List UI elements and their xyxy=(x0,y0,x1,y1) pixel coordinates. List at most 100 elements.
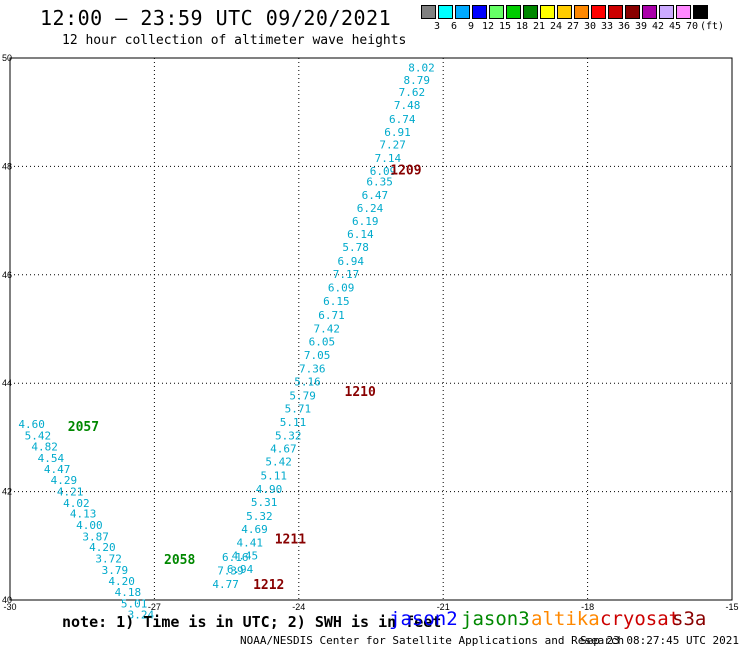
wave-height-value: 7.17 xyxy=(333,268,360,281)
wave-height-value: 5.32 xyxy=(246,510,273,523)
wave-height-value: 6.09 xyxy=(370,165,397,178)
wave-height-value: 4.20 xyxy=(89,541,116,554)
plot-frame xyxy=(9,57,733,601)
wave-height-value: 4.69 xyxy=(241,523,268,536)
wave-height-value: 7.42 xyxy=(313,322,340,335)
credit-line: NOAA/NESDIS Center for Satellite Applica… xyxy=(240,634,625,647)
wave-height-value: 6.35 xyxy=(366,175,393,188)
satellite-altika: altika xyxy=(531,608,600,630)
y-tick-label: 44 xyxy=(2,378,12,388)
legend-label: 12 xyxy=(481,21,495,32)
wave-height-value: 5.78 xyxy=(342,241,369,254)
wave-height-value: 7.39 xyxy=(217,565,244,578)
footer-note: note: 1) Time is in UTC; 2) SWH is in fe… xyxy=(62,613,442,631)
wave-height-value: 4.45 xyxy=(232,549,259,562)
wave-height-value: 6.47 xyxy=(362,189,389,202)
legend-label: 18 xyxy=(515,21,529,32)
wave-height-value: 4.18 xyxy=(115,586,142,599)
wave-height-value: 4.20 xyxy=(108,575,135,588)
wave-height-value: 5.79 xyxy=(289,389,316,402)
pass-time-label: 1212 xyxy=(253,578,284,593)
legend-label: 33 xyxy=(600,21,614,32)
y-tick-label: 48 xyxy=(2,161,12,171)
legend-label: 3 xyxy=(433,21,441,32)
legend-swatch xyxy=(455,5,470,19)
wave-height-value: 4.21 xyxy=(57,485,84,498)
wave-height-value: 7.14 xyxy=(375,152,402,165)
satellite-cryosat: cryosat xyxy=(600,608,681,630)
wave-height-value: 3.72 xyxy=(95,553,122,566)
wave-height-value: 7.48 xyxy=(394,99,421,112)
legend-swatch xyxy=(540,5,555,19)
wave-height-value: 7.27 xyxy=(379,139,406,152)
legend-unit: (ft) xyxy=(699,21,725,32)
wave-height-value: 6.71 xyxy=(318,309,345,322)
pass-time-label: 2058 xyxy=(164,553,195,568)
wave-height-value: 5.71 xyxy=(285,402,312,415)
wave-height-value: 4.13 xyxy=(70,508,97,521)
wave-height-value: 6.15 xyxy=(323,295,350,308)
pass-time-label: 1210 xyxy=(345,385,376,400)
y-tick-label: 50 xyxy=(2,53,12,63)
wave-height-value: 6.74 xyxy=(389,113,416,126)
wave-height-value: 4.29 xyxy=(51,474,78,487)
legend-swatch xyxy=(421,5,436,19)
wave-height-value: 5.42 xyxy=(265,456,292,469)
wave-height-value: 5.32 xyxy=(275,430,302,443)
pass-time-label: 1209 xyxy=(390,164,421,179)
wave-height-value: 4.02 xyxy=(63,497,90,510)
legend-swatch xyxy=(659,5,674,19)
wave-height-value: 5.31 xyxy=(251,496,278,509)
wave-height-value: 4.82 xyxy=(31,440,58,453)
wave-height-value: 4.60 xyxy=(18,418,45,431)
pass-time-label: 1211 xyxy=(275,533,306,548)
legend-label: 36 xyxy=(617,21,631,32)
wave-height-value: 6.94 xyxy=(338,255,365,268)
wave-height-value: 5.42 xyxy=(25,430,52,443)
x-tick-label: -21 xyxy=(437,602,450,612)
wave-height-value: 4.54 xyxy=(38,452,65,465)
wave-height-value: 4.47 xyxy=(44,463,71,476)
wave-height-value: 6.05 xyxy=(309,335,336,348)
legend-swatch xyxy=(591,5,606,19)
x-tick-label: -15 xyxy=(725,602,738,612)
legend-label: 9 xyxy=(467,21,475,32)
x-tick-label: -27 xyxy=(148,602,161,612)
wave-height-value: 7.36 xyxy=(299,362,326,375)
legend-label: 27 xyxy=(566,21,580,32)
wave-height-value: 4.41 xyxy=(236,536,263,549)
legend-swatch xyxy=(642,5,657,19)
legend-swatch xyxy=(625,5,640,19)
satellite-jason3: jason3 xyxy=(461,608,530,630)
legend-label: 30 xyxy=(583,21,597,32)
legend-label: 42 xyxy=(651,21,665,32)
wave-height-value: 3.87 xyxy=(82,530,109,543)
legend-swatch xyxy=(438,5,453,19)
wave-height-value: 3.79 xyxy=(102,564,129,577)
wave-height-value: 6.24 xyxy=(357,202,384,215)
wave-height-value: 7.05 xyxy=(304,349,331,362)
wave-height-value: 5.01 xyxy=(121,598,148,611)
legend-label: 39 xyxy=(634,21,648,32)
wave-height-value: 6.94 xyxy=(227,563,254,576)
legend-label: 70 xyxy=(685,21,699,32)
legend-label: 45 xyxy=(668,21,682,32)
legend-swatch xyxy=(574,5,589,19)
wave-height-value: 7.62 xyxy=(399,86,426,99)
x-tick-label: -30 xyxy=(3,602,16,612)
legend-swatch xyxy=(489,5,504,19)
wave-height-value: 4.90 xyxy=(256,483,283,496)
wave-height-value: 4.77 xyxy=(212,578,239,591)
legend-label: 24 xyxy=(549,21,563,32)
wave-height-value: 5.11 xyxy=(280,416,307,429)
legend-swatch xyxy=(608,5,623,19)
pass-time-label: 2057 xyxy=(68,420,99,435)
x-tick-label: -18 xyxy=(581,602,594,612)
y-tick-label: 46 xyxy=(2,270,12,280)
wave-height-value: 5.11 xyxy=(261,470,288,483)
legend-swatch xyxy=(693,5,708,19)
legend-label: 6 xyxy=(450,21,458,32)
wave-height-value: 6.14 xyxy=(347,228,374,241)
wave-height-value: 8.02 xyxy=(408,62,435,75)
y-tick-label: 40 xyxy=(2,595,12,605)
